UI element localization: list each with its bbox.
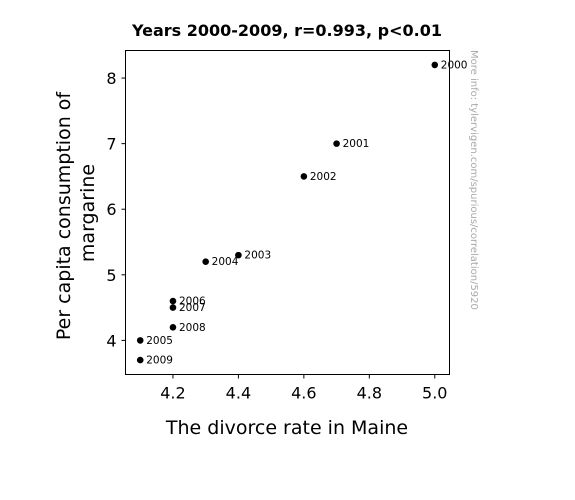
x-tick-label: 4.4 [226,384,251,403]
y-tick-label: 6 [106,200,116,219]
x-axis: 4.2 4.4 4.6 4.8 5.0 [160,374,447,403]
watermark: More info: tylervigen.com/spurious/corre… [468,50,479,310]
data-point [431,61,439,69]
data-point [333,140,340,147]
chart-title: Years 2000-2009, r=0.993, p<0.01 [131,21,442,40]
y-tick-label: 8 [106,69,116,88]
point-label: 2004 [212,256,239,268]
y-tick-label: 5 [106,266,116,285]
point-label: 2002 [310,171,337,183]
point-label: 2000 [441,59,468,71]
data-point [169,297,177,305]
x-tick-label: 4.6 [291,384,316,403]
y-tick-label: 7 [106,135,116,154]
point-label: 2007 [179,302,206,314]
x-tick-label: 5.0 [422,384,447,403]
y-axis-label: Per capita consumption of margarine [53,86,99,340]
point-label: 2005 [146,335,173,347]
plot-frame [125,50,450,375]
point-label: 2003 [244,250,271,262]
data-point [169,304,177,311]
point-label: 2001 [343,138,370,150]
point-label: 2009 [146,355,173,367]
data-point [136,337,144,344]
y-axis-label-line-1: Per capita consumption of [53,91,75,341]
data-point [136,356,144,364]
y-axis: 4 5 6 7 8 [106,69,126,350]
y-axis-label-line-2: margarine [77,164,99,262]
data-point [169,323,177,331]
x-tick-label: 4.8 [357,384,382,403]
x-axis-label: The divorce rate in Maine [165,417,408,439]
x-tick-label: 4.2 [160,384,185,403]
point-label: 2006 [179,296,206,308]
data-point [202,258,209,265]
data-point [300,173,308,180]
point-label: 2008 [179,322,206,334]
y-tick-label: 4 [106,331,116,350]
data-point [235,251,242,259]
